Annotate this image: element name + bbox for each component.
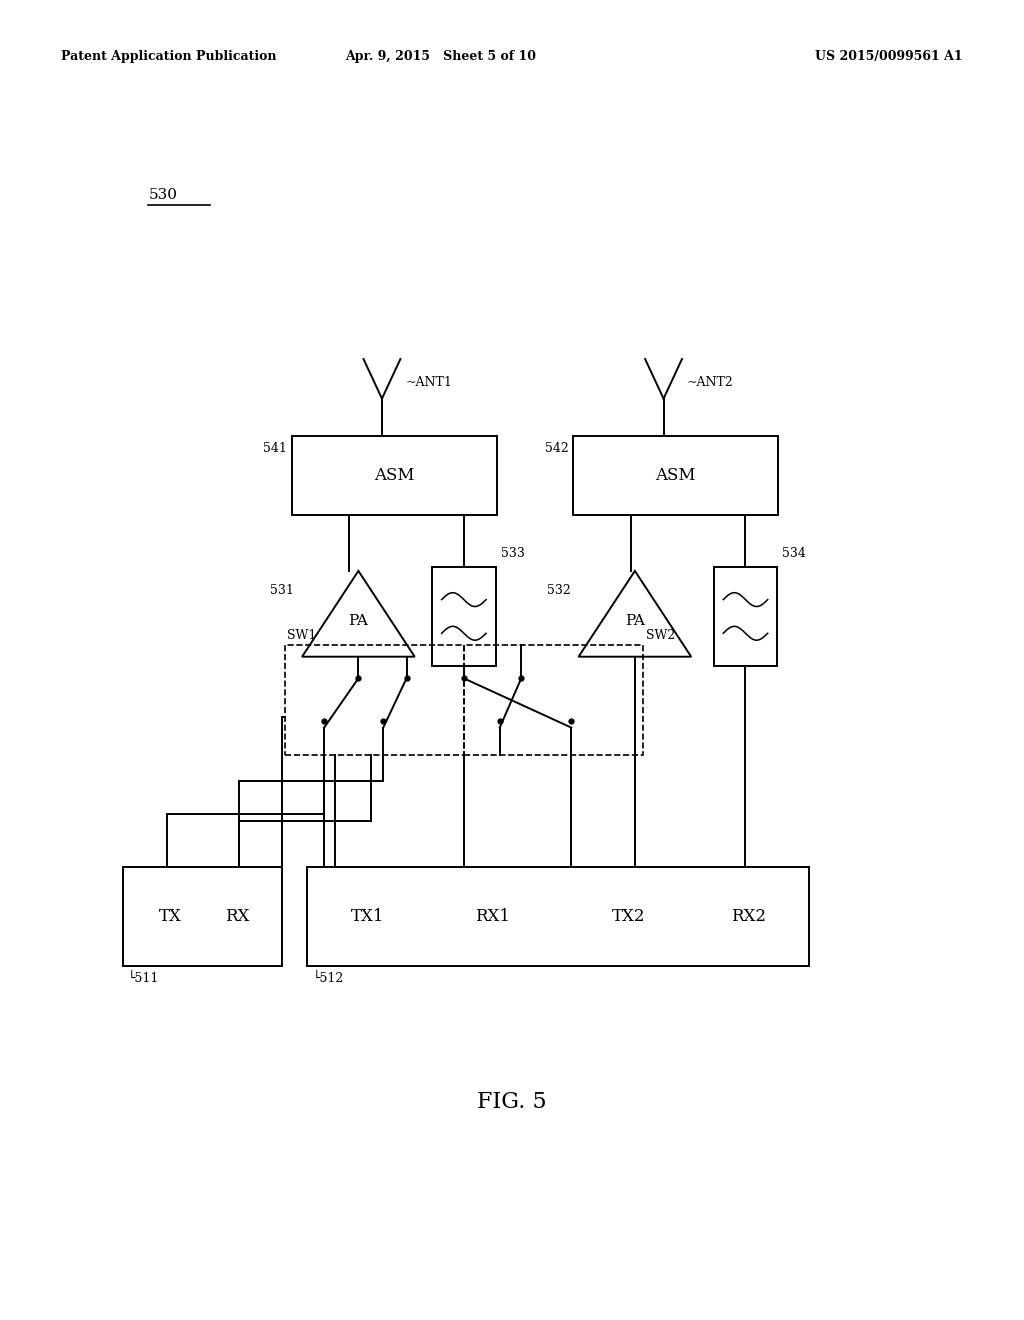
Text: TX: TX [159, 908, 182, 925]
Bar [464, 645, 643, 755]
Text: ~ANT2: ~ANT2 [687, 376, 734, 389]
Text: 533: 533 [501, 548, 524, 560]
Polygon shape [302, 570, 415, 656]
Text: └512: └512 [312, 972, 344, 985]
Text: SW2: SW2 [646, 628, 676, 642]
Bar [307, 867, 809, 966]
Bar [285, 645, 464, 755]
Text: FIG. 5: FIG. 5 [477, 1092, 547, 1113]
Text: PA: PA [348, 614, 369, 628]
Text: RX2: RX2 [731, 908, 766, 925]
Text: PA: PA [625, 614, 645, 628]
Text: 542: 542 [545, 442, 568, 455]
Bar [123, 867, 282, 966]
Polygon shape [579, 570, 691, 656]
Bar [432, 568, 496, 665]
Text: Patent Application Publication: Patent Application Publication [61, 50, 276, 63]
Text: └511: └511 [128, 972, 160, 985]
Text: Apr. 9, 2015   Sheet 5 of 10: Apr. 9, 2015 Sheet 5 of 10 [345, 50, 536, 63]
Text: TX1: TX1 [350, 908, 384, 925]
Text: TX2: TX2 [611, 908, 645, 925]
Text: 534: 534 [782, 548, 806, 560]
Text: SW1: SW1 [287, 628, 316, 642]
Bar [573, 436, 778, 515]
Text: ASM: ASM [655, 467, 696, 483]
Text: RX1: RX1 [475, 908, 510, 925]
Text: US 2015/0099561 A1: US 2015/0099561 A1 [815, 50, 963, 63]
Text: 530: 530 [148, 187, 177, 202]
Text: 531: 531 [270, 583, 294, 597]
Text: RX: RX [225, 908, 250, 925]
Text: ~ANT1: ~ANT1 [406, 376, 453, 389]
Bar [714, 568, 777, 665]
Text: ASM: ASM [374, 467, 415, 483]
Text: 532: 532 [547, 583, 570, 597]
Bar [292, 436, 497, 515]
Text: 541: 541 [263, 442, 287, 455]
